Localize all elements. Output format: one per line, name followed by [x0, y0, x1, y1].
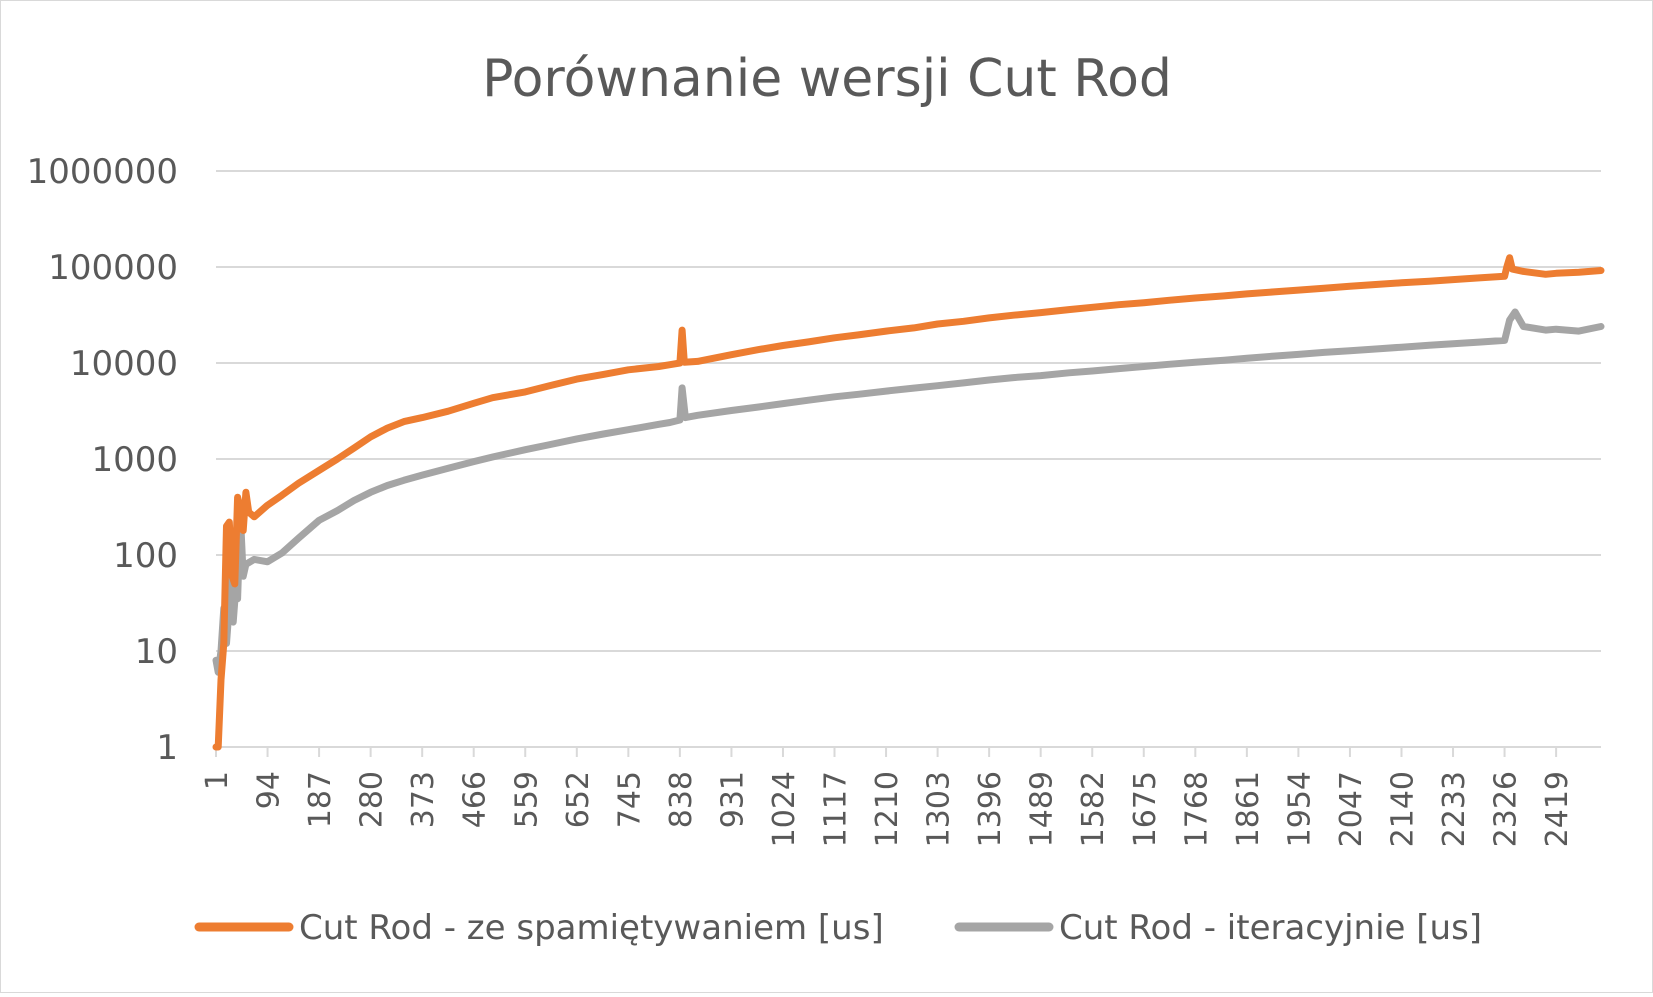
x-tick-label: 1303 [922, 771, 957, 847]
legend-label-2: Cut Rod - iteracyjnie [us] [1059, 908, 1482, 948]
x-tick-label: 1489 [1025, 771, 1060, 847]
series-line-2 [212, 308, 1605, 676]
x-axis: 1 94 187 280 373 466 559 652 745 838 931 1024 1117 12… [200, 746, 1601, 847]
x-tick-label: 1396 [973, 771, 1008, 847]
x-tick-label: 2326 [1489, 771, 1524, 847]
x-tick-label: 1861 [1231, 771, 1266, 847]
x-tick-label: 2140 [1385, 771, 1420, 847]
x-tick-label: 187 [303, 771, 338, 828]
x-tick-label: 94 [252, 771, 287, 809]
x-tick-label: 1675 [1128, 771, 1163, 847]
legend-label-1: Cut Rod - ze spamiętywaniem [us] [299, 908, 884, 948]
x-tick-label: 1117 [819, 771, 854, 847]
x-tick-label: 838 [664, 771, 699, 828]
y-tick-label: 10000 [70, 344, 178, 384]
y-tick-label: 100 [113, 536, 178, 576]
x-tick-label: 1768 [1179, 771, 1214, 847]
x-tick-label: 2047 [1334, 771, 1369, 847]
y-tick-label: 1000000 [27, 152, 178, 192]
x-tick-label: 652 [561, 771, 596, 828]
x-tick-label: 2419 [1540, 771, 1575, 847]
x-tick-label: 1210 [870, 771, 905, 847]
series-lines [212, 254, 1605, 751]
legend: Cut Rod - ze spamiętywaniem [us] Cut Rod … [194, 908, 1482, 948]
x-tick-label: 1024 [767, 771, 802, 847]
y-tick-label: 100000 [48, 248, 178, 288]
y-tick-label: 1 [156, 728, 178, 768]
x-tick-label: 1582 [1076, 771, 1111, 847]
series-line-1 [212, 254, 1605, 751]
x-tick-label: 931 [715, 771, 750, 828]
y-tick-label: 10 [135, 632, 178, 672]
x-tick-label: 745 [612, 771, 647, 828]
grid-lines [216, 170, 1601, 748]
y-axis-tick-labels: 1 10 100 1000 10000 100000 1000000 [27, 152, 178, 768]
chart-title: Porównanie wersji Cut Rod [482, 49, 1172, 109]
y-tick-label: 1000 [91, 440, 178, 480]
x-tick-label: 466 [458, 771, 493, 828]
x-tick-label: 1 [200, 771, 235, 790]
x-tick-label: 373 [406, 771, 441, 828]
x-tick-label: 559 [509, 771, 544, 828]
x-tick-label: 1954 [1282, 771, 1317, 847]
x-tick-label: 280 [355, 771, 390, 828]
x-tick-label: 2233 [1437, 771, 1472, 847]
